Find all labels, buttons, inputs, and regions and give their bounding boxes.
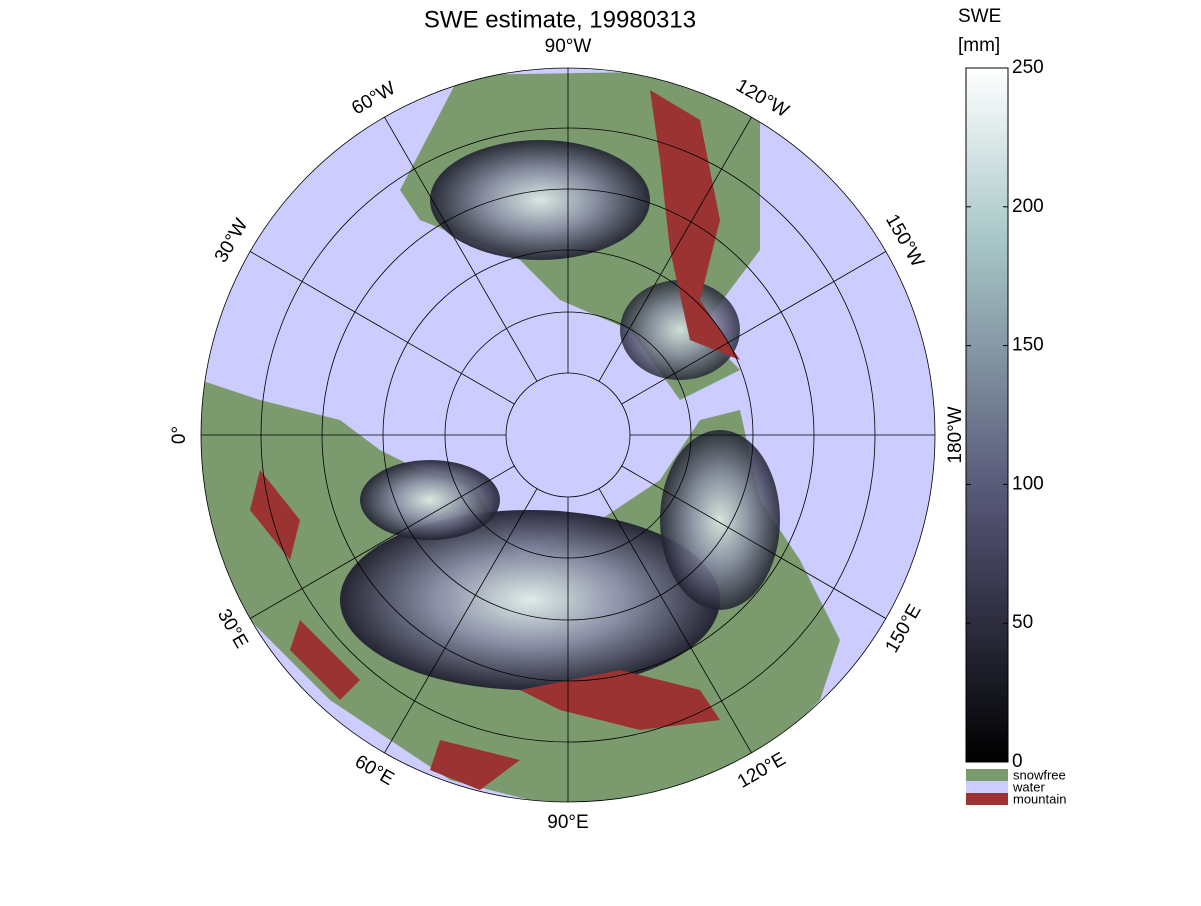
colorbar-tick-label: 100 (1012, 473, 1044, 494)
mountain-area (520, 670, 720, 730)
colorbar-tick-label: 0 (1012, 751, 1023, 772)
legend-swatch (966, 781, 1008, 793)
legend-label: water (1012, 779, 1045, 794)
longitude-label: 30°E (213, 606, 252, 652)
colorbar-tick-label: 50 (1012, 612, 1033, 633)
snow-cover (430, 140, 650, 260)
meridian (598, 488, 752, 754)
graticule (200, 67, 936, 803)
pole-hole (506, 373, 630, 497)
legend-label: mountain (1013, 791, 1066, 806)
colorbar (965, 67, 1009, 763)
colorbar-title: SWE (958, 6, 1001, 27)
colorbar-title: [mm] (958, 35, 1000, 56)
meridian (384, 116, 538, 382)
longitude-label: 60°E (351, 751, 397, 790)
legend-swatch (966, 769, 1008, 781)
meridian (621, 251, 887, 405)
longitude-label: 0° (169, 426, 190, 444)
map-title: SWE estimate, 19980313 (424, 6, 696, 33)
legend-label: snowfree (1013, 767, 1066, 782)
colorbar-tick-label: 150 (1012, 335, 1044, 356)
longitude-label: 180°W (945, 406, 966, 463)
mountain-area (650, 90, 740, 360)
snow-cover (360, 460, 500, 540)
mountain-area (250, 470, 520, 790)
meridian (621, 465, 887, 619)
meridian (249, 251, 515, 405)
meridian (249, 465, 515, 619)
longitude-label: 90°E (547, 812, 588, 833)
snow-cover (340, 510, 720, 690)
colorbar-tick-label: 250 (1012, 57, 1044, 78)
snow-cover (620, 280, 740, 380)
meridian (598, 116, 752, 382)
colorbar-tick-label: 200 (1012, 196, 1044, 217)
longitude-label: 90°W (545, 36, 592, 57)
map (201, 68, 935, 802)
legend-swatch (966, 793, 1008, 805)
meridian (384, 488, 538, 754)
snow-cover (660, 430, 780, 610)
